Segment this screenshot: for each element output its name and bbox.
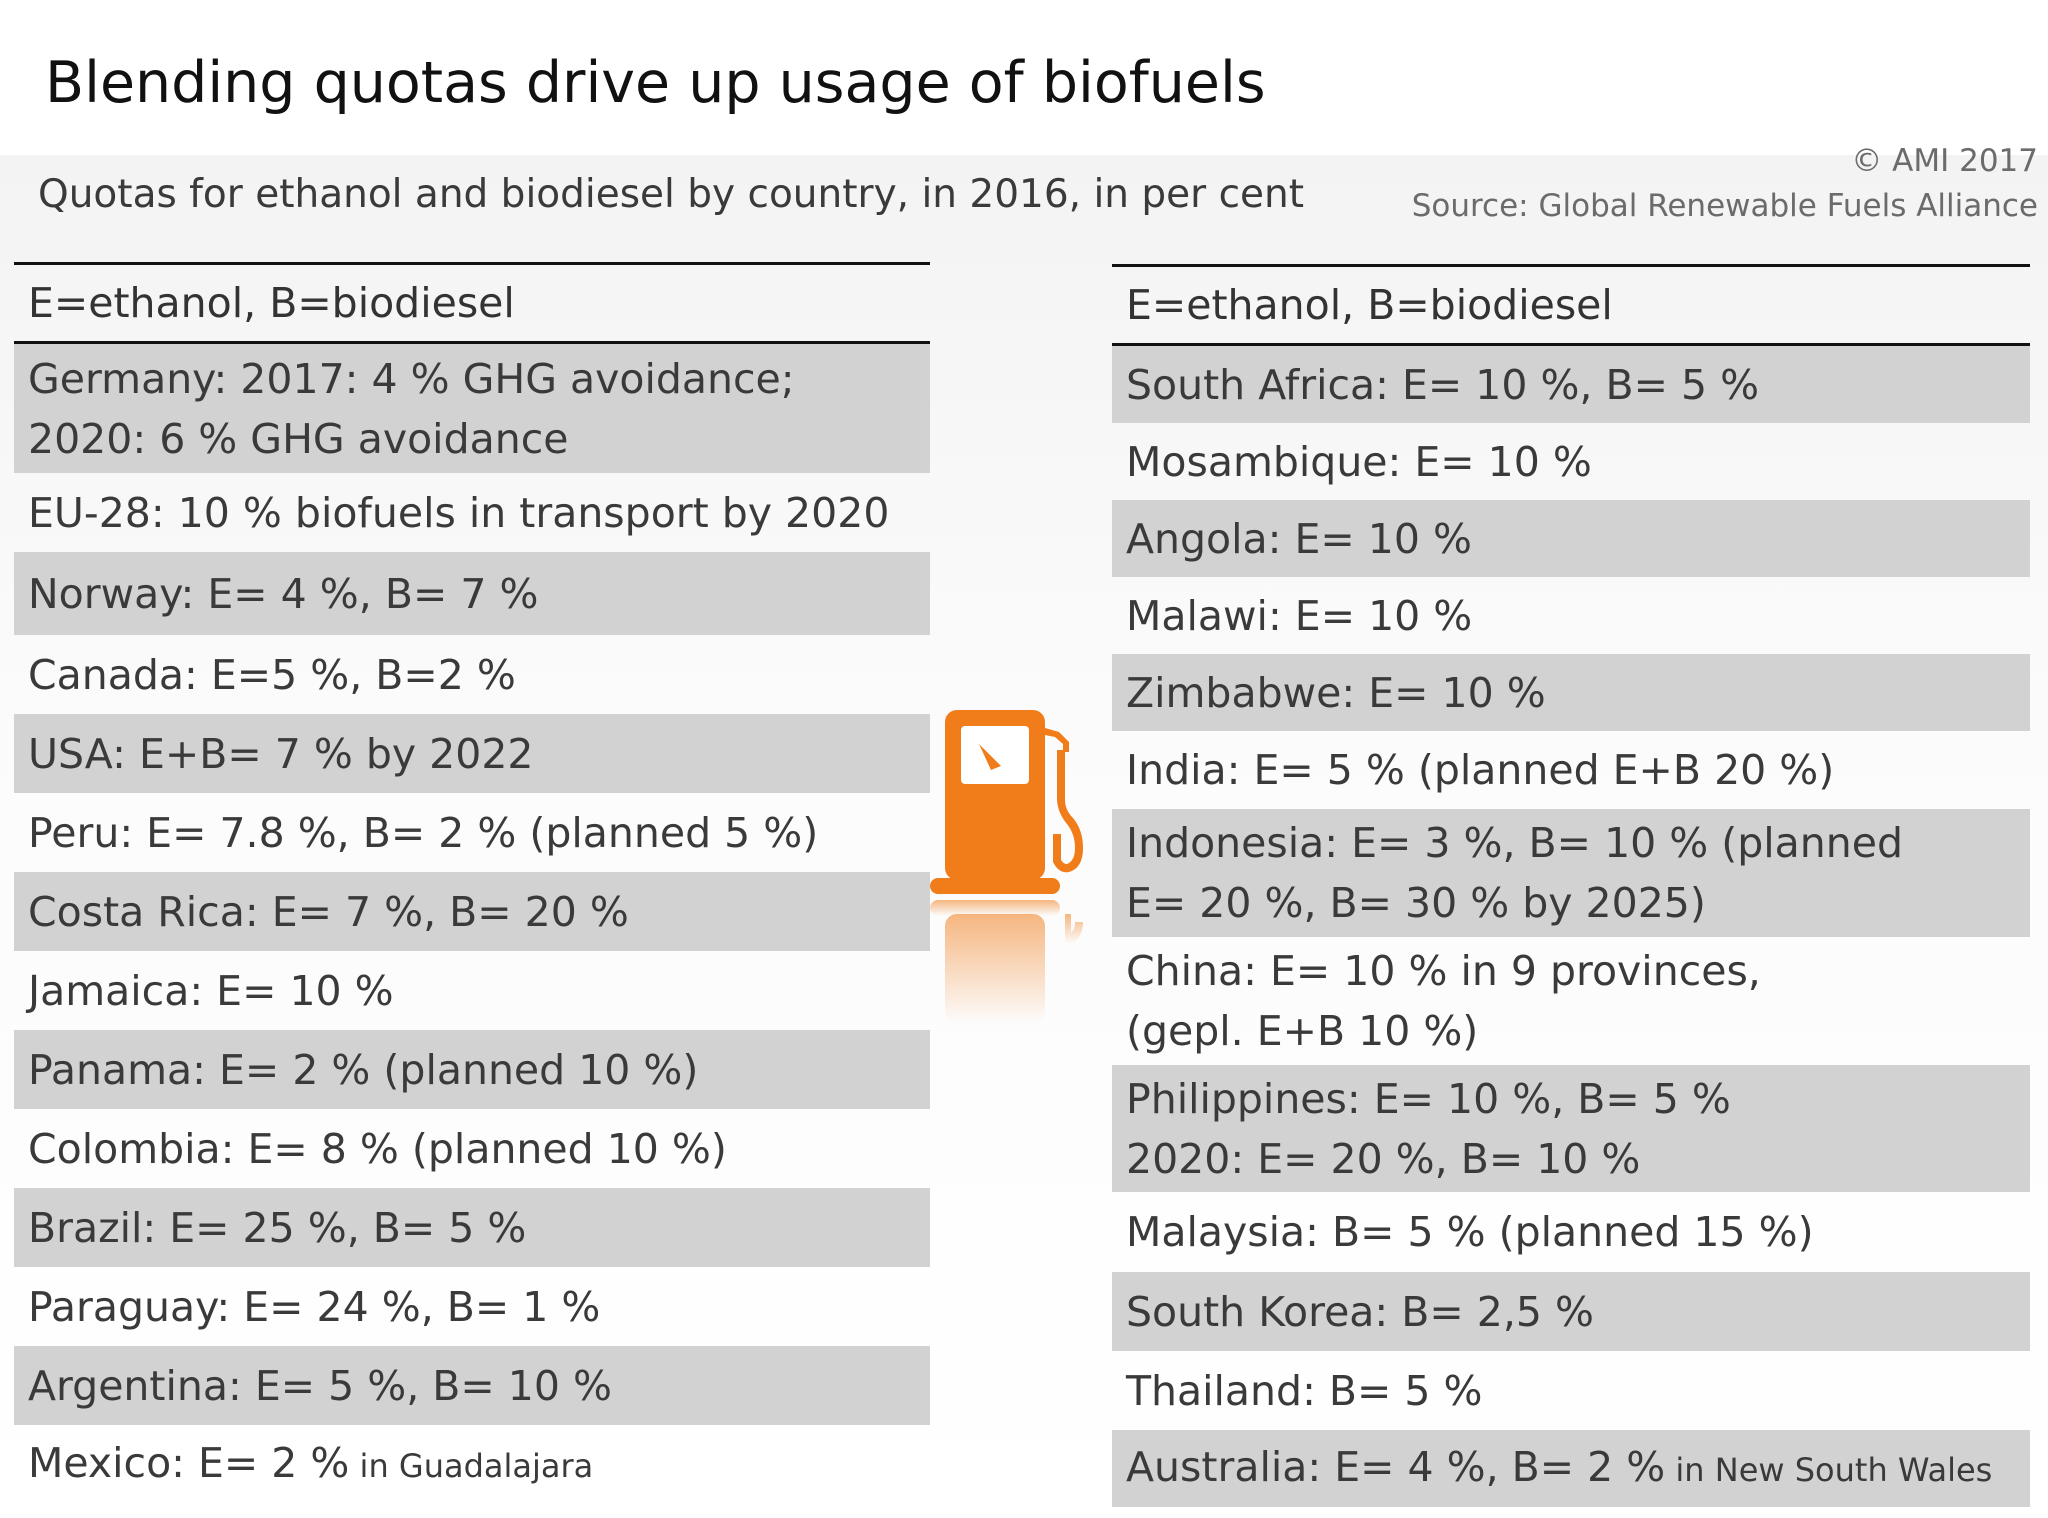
right-table-row-text: South Africa: E= 10 %, B= 5 % [1126,360,1760,409]
chart-subtitle: Quotas for ethanol and biodiesel by coun… [38,172,1305,217]
left-table-row-text: Paraguay: E= 24 %, B= 1 % [28,1282,601,1331]
left-table-row-text: Panama: E= 2 % (planned 10 %) [28,1045,699,1094]
right-table-row-text: South Korea: B= 2,5 % [1126,1287,1594,1336]
right-table-row-text: Angola: E= 10 % [1126,514,1472,563]
left-table-rows: Germany: 2017: 4 % GHG avoidance; 2020: 6… [14,344,930,1503]
right-table-row-text: Philippines: E= 10 %, B= 5 % [1126,1074,1731,1123]
right-table-row: Indonesia: E= 3 %, B= 10 % (planned E= 20… [1112,809,2030,937]
left-table-legend: E=ethanol, B=biodiesel [14,265,930,344]
left-quota-table: E=ethanol, B=biodiesel Germany: 2017: 4 … [14,262,930,1503]
right-quota-table: E=ethanol, B=biodiesel South Africa: E= … [1112,264,2030,1507]
left-table-row-text: Norway: E= 4 %, B= 7 % [28,569,539,618]
right-table-row-text: (gepl. E+B 10 %) [1126,1007,1479,1055]
left-table-row: Jamaica: E= 10 % [14,951,930,1030]
right-table-row-text: Thailand: B= 5 % [1126,1366,1483,1415]
left-table-row-text: EU-28: 10 % biofuels in transport by 202… [28,488,890,537]
left-table-row: Argentina: E= 5 %, B= 10 % [14,1346,930,1425]
left-table-row-text: Jamaica: E= 10 % [28,966,394,1015]
right-table-row: Malawi: E= 10 % [1112,577,2030,654]
right-table-row-text: 2020: E= 20 %, B= 10 % [1126,1134,1641,1183]
right-table-row: South Africa: E= 10 %, B= 5 % [1112,346,2030,423]
left-table-row-text: Canada: E=5 %, B=2 % [28,650,516,699]
right-table-row: Australia: E= 4 %, B= 2 % in New South W… [1112,1430,2030,1507]
right-table-row: Zimbabwe: E= 10 % [1112,654,2030,731]
right-table-row-note: in New South Wales [1665,1451,1993,1489]
left-table-row-text: Germany: 2017: 4 % GHG avoidance; [28,354,795,403]
left-table-row: Norway: E= 4 %, B= 7 % [14,552,930,635]
fuel-pump-icon [930,710,1083,1024]
pump-window [961,726,1029,784]
chart-title: Blending quotas drive up usage of biofue… [45,50,1266,116]
right-table-row: China: E= 10 % in 9 provinces, (gepl. E+B… [1112,937,2030,1065]
left-table-row: Mexico: E= 2 % in Guadalajara [14,1425,930,1503]
left-table-row: Colombia: E= 8 % (planned 10 %) [14,1109,930,1188]
right-table-row-text: E= 20 %, B= 30 % by 2025) [1126,879,1706,927]
left-table-row: Brazil: E= 25 %, B= 5 % [14,1188,930,1267]
left-table-row: Paraguay: E= 24 %, B= 1 % [14,1267,930,1346]
left-table-row-note: in Guadalajara [349,1446,594,1485]
left-table-row-text: Brazil: E= 25 %, B= 5 % [28,1203,527,1252]
left-table-row: USA: E+B= 7 % by 2022 [14,714,930,793]
right-table-row: Mosambique: E= 10 % [1112,423,2030,500]
left-table-row-text: Peru: E= 7.8 %, B= 2 % (planned 5 %) [28,808,819,857]
left-table-row: Costa Rica: E= 7 %, B= 20 % [14,872,930,951]
left-table-row-text: Argentina: E= 5 %, B= 10 % [28,1361,612,1410]
left-table-row-text: 2020: 6 % GHG avoidance [28,414,569,463]
right-table-row-text: Zimbabwe: E= 10 % [1126,668,1546,717]
right-table-row: Malaysia: B= 5 % (planned 15 %) [1112,1192,2030,1272]
left-table-row: Germany: 2017: 4 % GHG avoidance; 2020: 6… [14,344,930,473]
left-table-row-text: USA: E+B= 7 % by 2022 [28,729,534,778]
left-table-row-text: Costa Rica: E= 7 %, B= 20 % [28,887,629,936]
source-note: Source: Global Renewable Fuels Alliance [1411,188,2038,224]
copyright-note: © AMI 2017 [1851,143,2038,179]
pump-reflection [930,900,1083,1024]
right-table-row: Philippines: E= 10 %, B= 5 % 2020: E= 20 … [1112,1065,2030,1192]
pump-gauge-needle [979,744,1001,770]
left-table-row-text: Colombia: E= 8 % (planned 10 %) [28,1124,727,1173]
right-table-row-text: India: E= 5 % (planned E+B 20 %) [1126,746,1835,794]
right-table-row-text: China: E= 10 % in 9 provinces, [1126,947,1761,995]
right-table-rows: South Africa: E= 10 %, B= 5 % Mosambique:… [1112,346,2030,1507]
right-table-row: India: E= 5 % (planned E+B 20 %) [1112,731,2030,809]
right-table-row-text: Malaysia: B= 5 % (planned 15 %) [1126,1208,1814,1256]
left-table-row: Peru: E= 7.8 %, B= 2 % (planned 5 %) [14,793,930,872]
right-table-row-text: Australia: E= 4 %, B= 2 % in New South W… [1126,1443,1993,1491]
right-table-row-text: Malawi: E= 10 % [1126,591,1473,640]
left-table-row: Canada: E=5 %, B=2 % [14,635,930,714]
right-table-row-text: Mosambique: E= 10 % [1126,437,1592,486]
left-table-row-text: Mexico: E= 2 % in Guadalajara [28,1438,594,1487]
right-table-row: South Korea: B= 2,5 % [1112,1272,2030,1351]
right-table-row: Thailand: B= 5 % [1112,1351,2030,1430]
right-table-row-text: Indonesia: E= 3 %, B= 10 % (planned [1126,819,1904,867]
left-table-row: EU-28: 10 % biofuels in transport by 202… [14,473,930,552]
right-table-row: Angola: E= 10 % [1112,500,2030,577]
left-table-row: Panama: E= 2 % (planned 10 %) [14,1030,930,1109]
right-table-legend: E=ethanol, B=biodiesel [1112,267,2030,346]
